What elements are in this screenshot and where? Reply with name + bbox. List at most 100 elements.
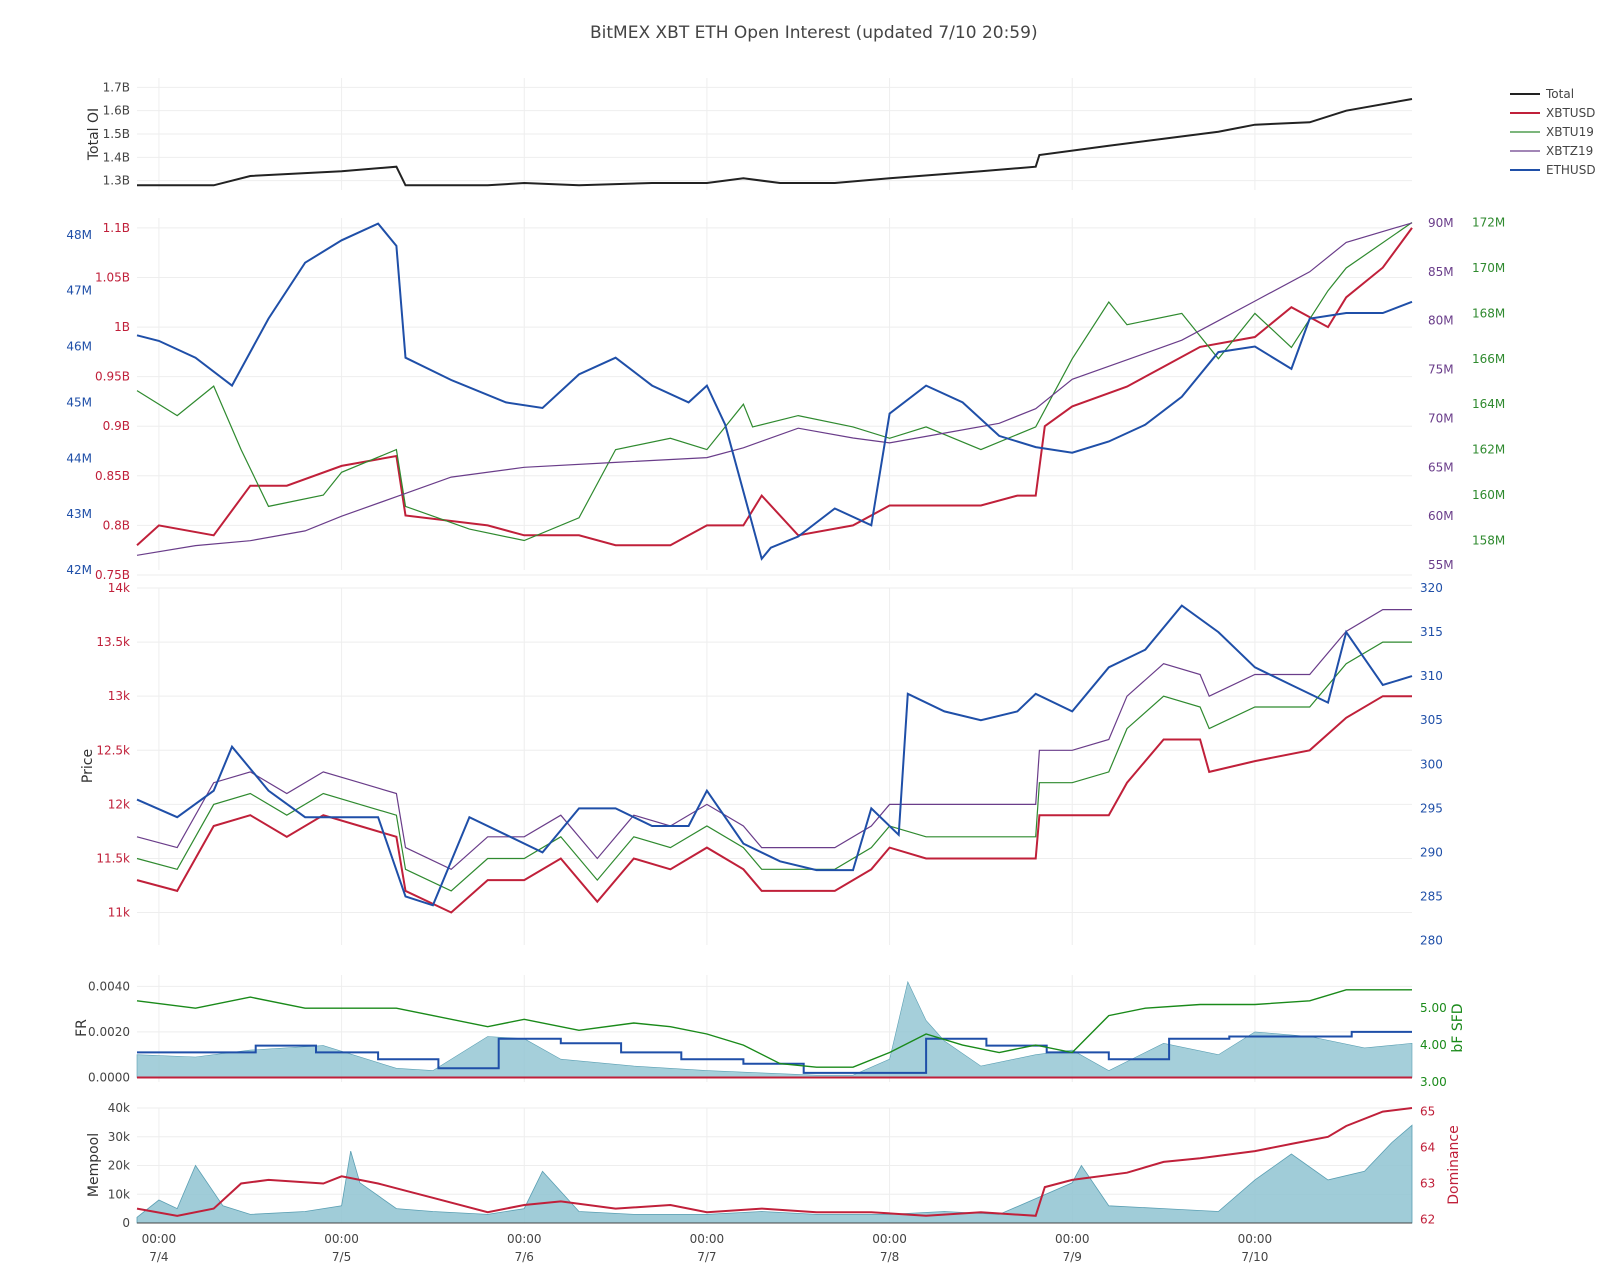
eth-price-y-tick-label: 310 (1420, 669, 1443, 683)
legend-label: XBTUSD (1546, 106, 1595, 120)
x-tick-date: 7/6 (515, 1250, 534, 1264)
sfd-y-tick-label: 4.00 (1420, 1038, 1447, 1052)
legend-item-ethusd[interactable]: ETHUSD (1510, 163, 1596, 177)
series-dominance-line[interactable] (136, 1107, 1413, 1217)
xbtusd-oi-y-tick-label: 0.9B (103, 419, 130, 433)
total-oi-y-tick-label: 1.4B (103, 150, 130, 164)
eth-price-y-tick-label: 290 (1420, 845, 1443, 859)
xbtu19-oi-y-tick-label: 166M (1472, 352, 1505, 366)
price-axis-label: Price (80, 749, 96, 783)
eth-price-y-tick-label: 280 (1420, 934, 1443, 948)
xbtusd-oi-y-tick-label: 0.85B (95, 469, 130, 483)
chart-title: BitMEX XBT ETH Open Interest (updated 7/… (590, 23, 1038, 43)
series-xbtu19-oi-line[interactable] (136, 222, 1413, 542)
xbtu19-oi-y-tick-label: 160M (1472, 488, 1505, 502)
xbtz19-oi-y-tick-label: 80M (1428, 314, 1454, 328)
ethusd-oi-y-tick-label: 47M (66, 284, 92, 298)
ethusd-oi-y-tick-label: 43M (66, 507, 92, 521)
dominance-y-tick-label: 63 (1420, 1176, 1435, 1190)
panel-price: 11k 11.5k 12k 12.5k 13k 13.5k 14k 280 285 290 295 3… (80, 581, 1443, 948)
mempool-y-tick-label: 30k (108, 1130, 130, 1144)
legend-item-total[interactable]: Total (1510, 87, 1574, 101)
eth-price-y-tick-label: 320 (1420, 581, 1443, 595)
price-y-tick-label: 12k (108, 797, 130, 811)
eth-price-y-tick-label: 305 (1420, 713, 1443, 727)
mempool-y-tick-label: 40k (108, 1101, 130, 1115)
fr-y-tick-label: 0.0000 (88, 1070, 130, 1084)
eth-price-y-tick-label: 295 (1420, 801, 1443, 815)
mempool-y-tick-label: 10k (108, 1187, 130, 1201)
fr-y-tick-label: 0.0020 (88, 1025, 130, 1039)
x-tick-date: 7/10 (1241, 1250, 1268, 1264)
series-fr-predicted-area[interactable] (136, 980, 1413, 1078)
xbtz19-oi-y-tick-label: 65M (1428, 460, 1454, 474)
series-xbtz19-price-line[interactable] (136, 609, 1412, 871)
x-tick-date: 7/4 (149, 1250, 168, 1264)
eth-price-y-tick-label: 315 (1420, 625, 1443, 639)
ethusd-oi-y-tick-label: 42M (66, 563, 92, 577)
xbtu19-oi-y-tick-label: 170M (1472, 261, 1505, 275)
sfd-y-tick-label: 3.00 (1420, 1075, 1447, 1089)
fr-axis-label: FR (74, 1019, 90, 1037)
x-tick-time: 00:00 (507, 1232, 542, 1246)
x-tick-date: 7/8 (880, 1250, 899, 1264)
legend-label: XBTZ19 (1546, 144, 1593, 158)
series-bf-sfd-line[interactable] (136, 989, 1412, 1068)
xbtusd-oi-y-tick-label: 0.75B (95, 568, 130, 582)
ethusd-oi-y-tick-label: 44M (66, 451, 92, 465)
total-oi-y-tick-label: 1.3B (103, 174, 130, 188)
eth-price-y-tick-label: 300 (1420, 757, 1443, 771)
series-fr-actual-step[interactable] (137, 1030, 1412, 1074)
series-xbtu19-price-line[interactable] (136, 641, 1412, 892)
xbtz19-oi-y-tick-label: 85M (1428, 265, 1454, 279)
xbtz19-oi-y-tick-label: 90M (1428, 216, 1454, 230)
dominance-y-tick-label: 62 (1420, 1212, 1435, 1226)
dominance-y-tick-label: 65 (1420, 1105, 1435, 1119)
xbtz19-oi-y-tick-label: 70M (1428, 411, 1454, 425)
price-y-tick-label: 11.5k (96, 851, 130, 865)
price-y-tick-label: 14k (108, 581, 130, 595)
series-xbtusd-oi-line[interactable] (136, 227, 1413, 547)
series-ethusd-price-line[interactable] (136, 604, 1413, 907)
legend-label: XBTU19 (1546, 125, 1594, 139)
mempool-axis-label: Mempool (86, 1133, 102, 1197)
legend-item-xbtz19[interactable]: XBTZ19 (1510, 144, 1593, 158)
x-tick-time: 00:00 (1055, 1232, 1090, 1246)
total-oi-axis-label: Total OI (86, 108, 102, 161)
xbtz19-oi-y-tick-label: 60M (1428, 509, 1454, 523)
sfd-y-tick-label: 5.00 (1420, 1001, 1447, 1015)
fr-y-tick-label: 0.0040 (88, 979, 130, 993)
series-total-line[interactable] (137, 98, 1413, 187)
dominance-y-tick-label: 64 (1420, 1141, 1435, 1155)
xbtusd-oi-y-tick-label: 0.8B (103, 518, 130, 532)
mempool-y-tick-label: 20k (108, 1159, 130, 1173)
xbtz19-oi-y-tick-label: 75M (1428, 363, 1454, 377)
panel-funding-rate: 0.0000 0.0020 0.0040 3.00 4.00 5.00 FR bF SFD (74, 975, 1466, 1089)
x-tick-time: 00:00 (142, 1232, 177, 1246)
series-xbtz19-oi-line[interactable] (136, 222, 1413, 556)
ethusd-oi-y-tick-label: 45M (66, 395, 92, 409)
price-y-tick-label: 11k (108, 906, 130, 920)
xbtusd-oi-y-tick-label: 1B (114, 320, 130, 334)
xbtu19-oi-y-tick-label: 158M (1472, 533, 1505, 547)
legend[interactable]: Total XBTUSD XBTU19 XBTZ19 ETHUSD (1510, 87, 1596, 177)
dominance-axis-label: Dominance (1446, 1125, 1462, 1205)
series-ethusd-oi-line[interactable] (136, 222, 1413, 561)
xbtu19-oi-y-tick-label: 172M (1472, 216, 1505, 230)
xbtu19-oi-y-tick-label: 164M (1472, 397, 1505, 411)
legend-item-xbtu19[interactable]: XBTU19 (1510, 125, 1594, 139)
series-xbtusd-price-line[interactable] (136, 695, 1412, 914)
x-tick-date: 7/5 (332, 1250, 351, 1264)
panel-contract-oi: 0.75B 0.8B 0.85B 0.9B 0.95B 1B 1.05B 1.1B 42M 43M… (66, 216, 1505, 582)
legend-label: Total (1545, 87, 1574, 101)
x-axis: 00:00 7/4 00:00 7/5 00:00 7/6 00:00 7/7 00:00 7/8… (142, 1232, 1273, 1264)
legend-item-xbtusd[interactable]: XBTUSD (1510, 106, 1595, 120)
ethusd-oi-y-tick-label: 46M (66, 340, 92, 354)
series-mempool-area[interactable] (136, 1124, 1413, 1224)
x-tick-time: 00:00 (1238, 1232, 1273, 1246)
x-tick-time: 00:00 (324, 1232, 359, 1246)
total-oi-y-tick-label: 1.7B (103, 80, 130, 94)
xbtu19-oi-y-tick-label: 168M (1472, 306, 1505, 320)
